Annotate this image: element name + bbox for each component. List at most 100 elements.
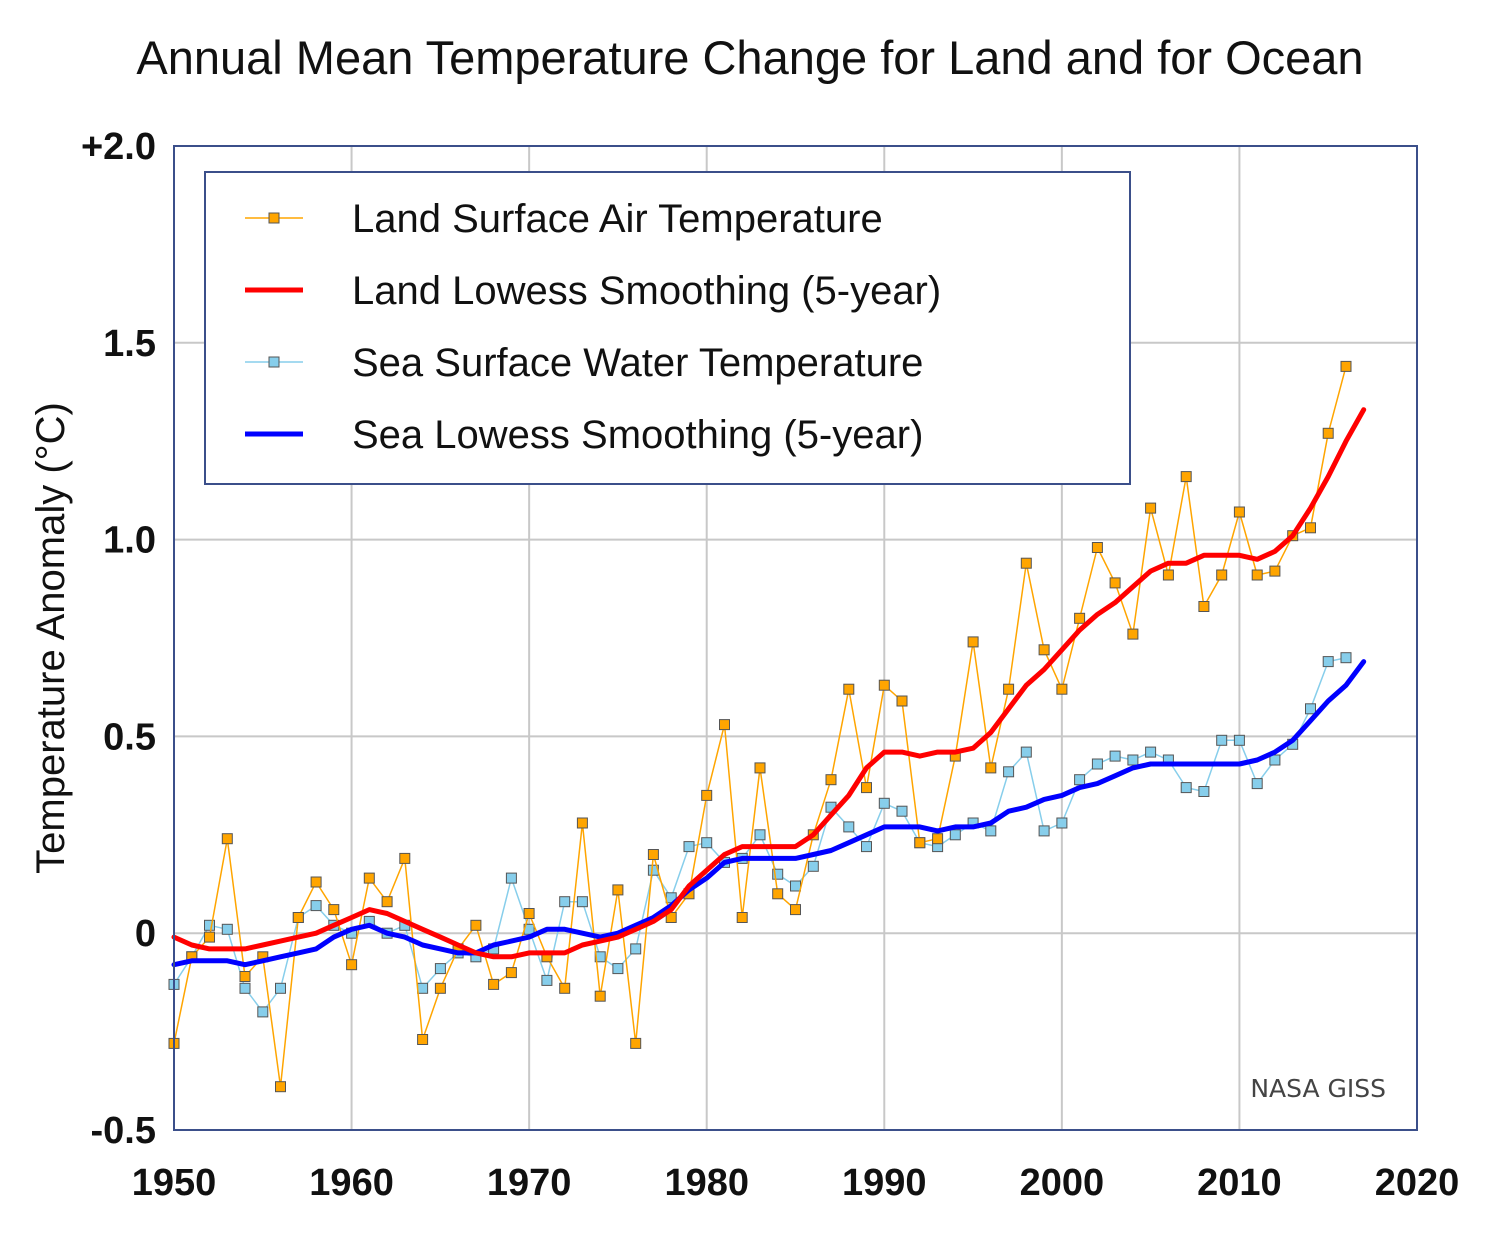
- data-point: [505, 872, 517, 884]
- data-point: [239, 971, 251, 982]
- legend-item: Land Surface Air Temperature: [245, 197, 883, 241]
- data-point: [1091, 758, 1103, 770]
- data-point: [843, 821, 855, 833]
- data-point: [1109, 750, 1121, 762]
- x-tick-label: 1970: [487, 1162, 572, 1204]
- data-point: [896, 805, 908, 817]
- data-point: [1074, 612, 1086, 624]
- data-point: [1180, 782, 1192, 794]
- data-point: [346, 959, 358, 971]
- data-point: [328, 904, 340, 916]
- data-point: [1074, 774, 1086, 786]
- legend-marker: [268, 356, 280, 368]
- y-tick-label: 0: [135, 913, 156, 955]
- data-point: [1180, 471, 1192, 483]
- data-point: [594, 990, 606, 1002]
- data-point: [204, 931, 215, 943]
- data-point: [417, 982, 429, 994]
- data-point: [1145, 502, 1157, 514]
- data-point: [754, 829, 766, 841]
- data-point: [825, 774, 837, 786]
- data-point: [1091, 542, 1103, 553]
- data-point: [967, 636, 979, 648]
- chart-title: Annual Mean Temperature Change for Land …: [136, 31, 1364, 84]
- data-point: [736, 912, 748, 923]
- data-point: [292, 912, 304, 923]
- data-point: [807, 860, 819, 872]
- series-line: [171, 659, 1367, 968]
- data-point: [772, 888, 784, 900]
- legend-label: Sea Lowess Smoothing (5-year): [352, 413, 923, 457]
- data-point: [1322, 427, 1334, 439]
- series-line: [171, 407, 1367, 960]
- data-point: [878, 679, 890, 691]
- data-point: [434, 963, 446, 975]
- x-tick-label: 1950: [132, 1162, 217, 1204]
- data-point: [1056, 817, 1068, 829]
- data-point: [541, 974, 553, 986]
- series-land-surface-air-temperature: [168, 360, 1352, 1093]
- data-point: [275, 982, 286, 994]
- data-point: [576, 896, 588, 908]
- data-point: [1305, 522, 1316, 534]
- data-point: [1198, 786, 1210, 797]
- data-point: [861, 841, 872, 853]
- data-point: [1216, 734, 1228, 746]
- data-point: [1322, 656, 1334, 668]
- data-point: [1127, 754, 1139, 766]
- data-point: [985, 825, 997, 837]
- data-point: [772, 868, 784, 880]
- data-point: [470, 919, 482, 931]
- data-point: [1003, 683, 1015, 695]
- data-point: [576, 817, 588, 829]
- y-axis-ticks: -0.5 0 0.5 1.0 1.5 +2.0: [81, 126, 156, 1152]
- legend-label: Land Surface Air Temperature: [352, 197, 883, 241]
- data-point: [630, 1037, 642, 1049]
- legend-label: Land Lowess Smoothing (5-year): [352, 269, 941, 313]
- data-point: [381, 896, 393, 908]
- x-tick-label: 1990: [842, 1162, 927, 1204]
- data-point: [701, 789, 713, 801]
- data-point: [1162, 569, 1174, 581]
- data-point: [630, 943, 642, 955]
- data-point: [790, 880, 801, 892]
- data-point: [257, 1006, 269, 1018]
- data-point: [790, 904, 801, 916]
- data-point: [1269, 565, 1281, 577]
- y-tick-label: -0.5: [91, 1110, 156, 1152]
- data-point: [417, 1034, 429, 1045]
- data-point: [878, 797, 890, 809]
- data-point: [488, 978, 500, 990]
- data-point: [1038, 825, 1050, 837]
- data-point: [1305, 703, 1316, 715]
- data-point: [1145, 746, 1157, 758]
- x-axis-ticks: 1950 1960 1970 1980 1990 2000 2010 2020: [132, 1162, 1460, 1204]
- y-tick-label: 1.5: [103, 323, 156, 365]
- series-layer: [168, 360, 1367, 1093]
- data-point: [612, 884, 624, 896]
- x-tick-label: 1960: [309, 1162, 394, 1204]
- data-point: [363, 872, 375, 884]
- data-point: [949, 829, 961, 841]
- y-tick-label: 1.0: [103, 520, 156, 562]
- data-point: [683, 841, 695, 853]
- data-point: [843, 683, 855, 695]
- data-point: [932, 833, 944, 845]
- legend-label: Sea Surface Water Temperature: [352, 341, 923, 385]
- x-tick-label: 2010: [1197, 1162, 1282, 1204]
- data-point: [594, 951, 606, 963]
- data-point: [221, 833, 233, 845]
- data-point: [275, 1081, 286, 1093]
- data-point: [612, 963, 624, 975]
- legend-item: Sea Lowess Smoothing (5-year): [245, 413, 923, 457]
- data-point: [1038, 644, 1050, 656]
- data-point: [1056, 683, 1068, 695]
- data-point: [1340, 652, 1352, 664]
- series-sea-lowess-smoothing-5-year: [171, 659, 1367, 968]
- legend-box: [204, 171, 1131, 485]
- data-point: [754, 762, 766, 774]
- y-axis-label: Temperature Anomaly (°C): [29, 402, 73, 874]
- legend: Land Surface Air Temperature Land Lowess …: [204, 171, 1131, 485]
- legend-item: Sea Surface Water Temperature: [245, 341, 923, 385]
